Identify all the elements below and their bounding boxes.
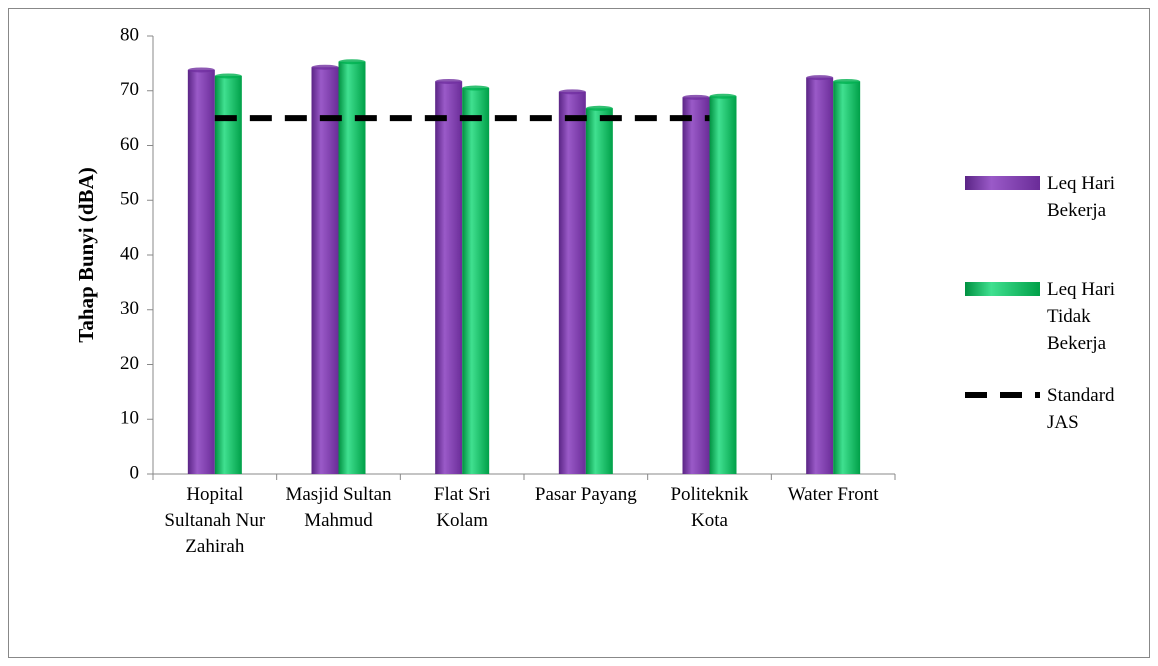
- legend-swatch: [965, 176, 1040, 190]
- x-tick-label: Pasar Payang: [534, 484, 637, 505]
- bar-top: [435, 78, 463, 84]
- bar: [462, 88, 490, 474]
- y-tick-label: 10: [120, 408, 139, 429]
- y-tick-label: 80: [120, 24, 139, 45]
- legend-label: Leq Hari Tidak Bekerja: [1047, 279, 1116, 354]
- y-tick-label: 20: [120, 353, 139, 374]
- y-axis-label: Tahap Bunyi (dBA): [74, 167, 98, 342]
- bar-top: [833, 78, 861, 84]
- bar: [338, 61, 366, 475]
- bar-top: [214, 73, 242, 79]
- y-tick-label: 70: [120, 79, 139, 100]
- bar-top: [585, 105, 613, 111]
- legend-swatch: [965, 282, 1040, 296]
- x-tick-label: Masjid Sultan Mahmud: [285, 484, 392, 531]
- x-tick-label: Water Front: [787, 484, 879, 505]
- x-tick-label: Politeknik Kota: [670, 484, 749, 531]
- bar: [558, 91, 586, 474]
- bar-top: [806, 75, 834, 81]
- chart-border: [8, 8, 1150, 658]
- bar: [806, 77, 834, 475]
- bar: [214, 75, 242, 474]
- bar: [585, 108, 613, 475]
- bar: [311, 67, 339, 475]
- legend-label: Leq Hari Bekerja: [1047, 173, 1116, 221]
- y-tick-label: 50: [120, 189, 139, 210]
- bar: [187, 69, 215, 474]
- bar-top: [462, 85, 490, 91]
- bar-top: [682, 94, 710, 100]
- bar: [435, 81, 463, 474]
- bar: [833, 81, 861, 474]
- bar-top: [311, 64, 339, 70]
- bar-top: [558, 89, 586, 95]
- bar-top: [709, 93, 737, 99]
- x-tick-label: Flat Sri Kolam: [433, 484, 491, 531]
- legend-label: Standard JAS: [1047, 385, 1115, 433]
- bar: [682, 97, 710, 474]
- y-tick-label: 0: [130, 462, 140, 483]
- y-tick-label: 30: [120, 298, 139, 319]
- y-tick-label: 60: [120, 134, 139, 155]
- bar-top: [338, 59, 366, 65]
- y-tick-label: 40: [120, 243, 139, 264]
- bar: [709, 96, 737, 474]
- x-tick-label: Hopital Sultanah Nur Zahirah: [164, 484, 266, 557]
- bar-top: [187, 67, 215, 73]
